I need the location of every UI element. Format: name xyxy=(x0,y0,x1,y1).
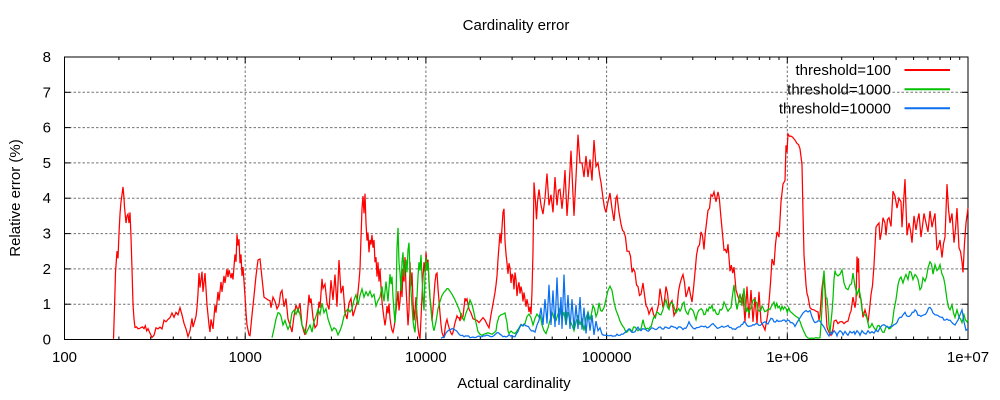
svg-text:100: 100 xyxy=(52,349,77,366)
svg-text:threshold=10000: threshold=10000 xyxy=(779,100,891,117)
svg-text:threshold=100: threshold=100 xyxy=(796,62,892,79)
svg-text:1e+06: 1e+06 xyxy=(766,349,808,366)
svg-text:1000: 1000 xyxy=(229,349,262,366)
svg-text:8: 8 xyxy=(43,49,51,66)
svg-text:2: 2 xyxy=(43,261,51,278)
svg-text:7: 7 xyxy=(43,84,51,101)
svg-text:100000: 100000 xyxy=(582,349,632,366)
svg-text:4: 4 xyxy=(43,190,51,207)
svg-text:Relative error (%): Relative error (%) xyxy=(7,139,24,257)
svg-text:Actual cardinality: Actual cardinality xyxy=(457,375,571,392)
svg-text:10000: 10000 xyxy=(405,349,447,366)
svg-text:0: 0 xyxy=(43,332,51,349)
svg-text:5: 5 xyxy=(43,155,51,172)
svg-text:1: 1 xyxy=(43,296,51,313)
svg-text:3: 3 xyxy=(43,226,51,243)
svg-text:threshold=1000: threshold=1000 xyxy=(787,81,891,98)
svg-text:Cardinality error: Cardinality error xyxy=(463,17,570,34)
svg-text:1e+07: 1e+07 xyxy=(947,349,989,366)
svg-text:6: 6 xyxy=(43,120,51,137)
